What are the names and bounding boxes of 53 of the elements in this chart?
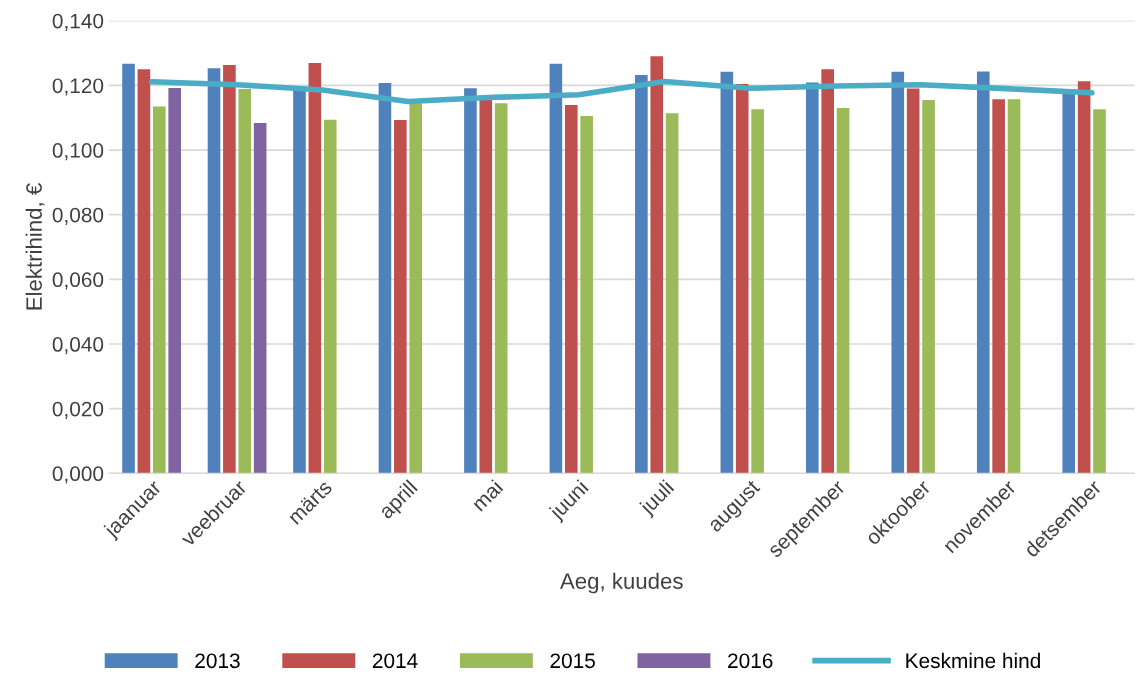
bar — [720, 71, 734, 474]
bar — [207, 68, 221, 474]
bar — [906, 88, 920, 474]
bar — [494, 103, 508, 474]
bar — [1007, 99, 1021, 474]
bar — [992, 99, 1005, 474]
bar — [394, 119, 407, 474]
bar — [308, 63, 322, 474]
bar — [635, 75, 648, 474]
bar — [293, 89, 306, 474]
y-tick-label: 0,060 — [52, 272, 104, 290]
legend-label: 2015 — [550, 653, 595, 669]
bar — [152, 106, 166, 474]
y-axis-title: Elektrihind, € — [25, 183, 45, 310]
y-tick-label: 0,140 — [52, 13, 104, 31]
legend-label: 2013 — [195, 653, 240, 669]
x-tick-label: mai — [470, 479, 504, 512]
x-axis-title: Aeg, kuudes — [559, 572, 683, 594]
bar — [564, 105, 578, 474]
bar — [122, 63, 135, 474]
bar — [665, 113, 679, 474]
bar — [891, 71, 905, 474]
bar — [223, 65, 236, 474]
bar — [464, 88, 477, 474]
bar — [137, 69, 151, 474]
bar — [650, 56, 664, 474]
legend-label: Keskmine hind — [906, 652, 1040, 669]
bar — [479, 98, 493, 474]
bar — [751, 109, 764, 474]
bar — [836, 108, 850, 474]
bar — [549, 63, 563, 474]
y-tick-label: 0,000 — [52, 466, 104, 484]
legend-label: 2016 — [728, 653, 773, 669]
bar — [409, 103, 423, 474]
y-tick-label: 0,120 — [52, 78, 104, 96]
bar — [806, 82, 819, 474]
bar — [323, 119, 337, 474]
bar — [238, 88, 252, 474]
y-tick-label: 0,020 — [52, 401, 104, 419]
bar — [976, 71, 990, 474]
bar — [821, 69, 834, 474]
y-tick-label: 0,040 — [52, 337, 104, 355]
bar — [922, 99, 935, 474]
bar — [1093, 109, 1106, 474]
y-tick-label: 0,080 — [52, 207, 104, 225]
bar — [253, 122, 267, 474]
bar — [1077, 81, 1091, 474]
bar — [168, 87, 181, 474]
bar — [735, 84, 749, 474]
y-tick-label: 0,100 — [52, 143, 104, 161]
bar — [378, 83, 392, 474]
legend-label: 2014 — [372, 653, 418, 669]
bar — [580, 116, 593, 474]
